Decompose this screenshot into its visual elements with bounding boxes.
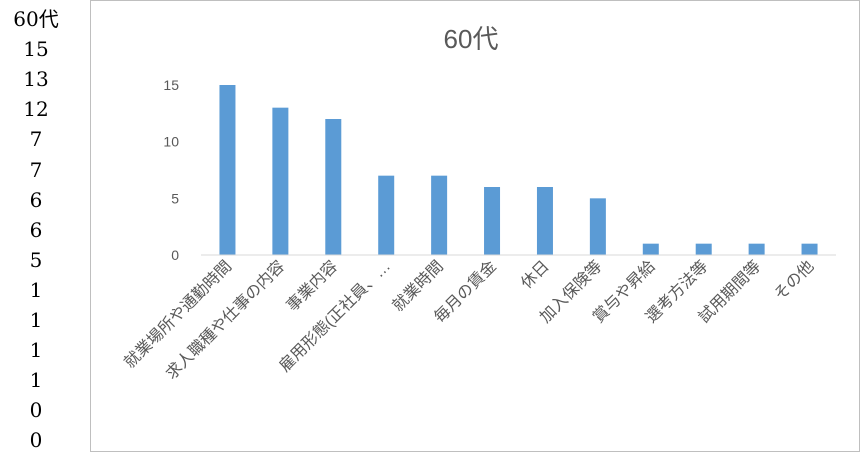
- sheet-cell[interactable]: 7: [29, 127, 43, 152]
- chart-frame[interactable]: 60代 0 5 10 15 就業場所や通勤時間 求人職種や仕事の内容 事業内容 雇用形態(正…: [90, 0, 860, 452]
- bar[interactable]: [589, 198, 606, 255]
- y-tick-label: 10: [163, 134, 179, 150]
- sheet-cell[interactable]: 0: [29, 428, 43, 453]
- sheet-cell[interactable]: 15: [23, 37, 49, 62]
- sheet-cell[interactable]: 12: [23, 97, 49, 122]
- bar[interactable]: [272, 107, 289, 256]
- sheet-cell[interactable]: 1: [29, 277, 43, 302]
- sheet-cell[interactable]: 6: [29, 187, 43, 212]
- y-axis: 0 5 10 15: [163, 77, 179, 263]
- bar[interactable]: [536, 187, 553, 255]
- sheet-cell[interactable]: 1: [29, 338, 43, 363]
- sheet-column: 60代 15 13 12 7 7 6 6 5 1 1 1 1 0 0: [0, 0, 72, 457]
- sheet-cell[interactable]: 13: [23, 67, 49, 92]
- bar[interactable]: [484, 187, 501, 255]
- sheet-cell[interactable]: 60代: [13, 7, 59, 31]
- y-tick-label: 0: [171, 247, 179, 263]
- x-tick-label: その他: [771, 257, 818, 304]
- bar[interactable]: [695, 243, 712, 255]
- bar[interactable]: [378, 175, 395, 255]
- sheet-cell[interactable]: 6: [29, 217, 43, 242]
- bar[interactable]: [801, 243, 818, 255]
- bars: [219, 85, 818, 256]
- sheet-cell[interactable]: 5: [29, 247, 43, 272]
- chart-title: 60代: [444, 24, 499, 54]
- bar[interactable]: [748, 243, 765, 255]
- sheet-cell[interactable]: 1: [29, 308, 43, 332]
- bar-chart: 60代 0 5 10 15 就業場所や通勤時間求人職種や仕事の内容事業内容雇用形態(正…: [121, 24, 836, 383]
- sheet-cell[interactable]: 0: [29, 398, 43, 423]
- bar[interactable]: [431, 175, 448, 255]
- sheet-cell[interactable]: 7: [29, 157, 43, 182]
- bar[interactable]: [642, 243, 659, 255]
- y-tick-label: 5: [171, 190, 179, 206]
- y-tick-label: 15: [163, 77, 179, 93]
- bar[interactable]: [325, 119, 342, 255]
- x-axis-labels: 就業場所や通勤時間求人職種や仕事の内容事業内容雇用形態(正社員、…就業時間毎月の…: [121, 257, 818, 383]
- x-tick-label: 休日: [517, 257, 552, 292]
- x-tick-label: 就業場所や通勤時間: [121, 257, 236, 372]
- sheet-cell[interactable]: 1: [29, 368, 43, 393]
- bar[interactable]: [219, 85, 236, 255]
